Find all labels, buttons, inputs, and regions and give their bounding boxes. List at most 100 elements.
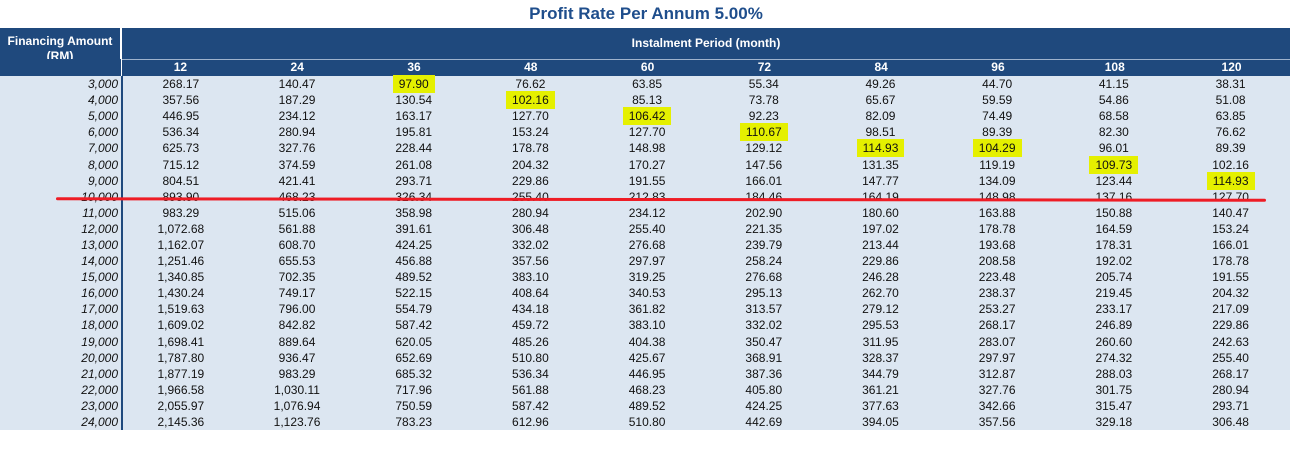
- instalment-cell: 119.19: [939, 156, 1056, 172]
- instalment-value: 685.32: [395, 366, 433, 381]
- instalment-cell: 170.27: [589, 156, 706, 172]
- table-row: 12,000 1,072.68 561.88 391.61 306.48 255.40 22…: [0, 220, 1289, 237]
- instalment-cell: 150.88: [1056, 205, 1173, 221]
- instalment-cell: 1,162.07: [122, 237, 239, 253]
- instalment-cell: 110.67: [705, 123, 822, 142]
- financing-amount-cell: 20,000: [0, 349, 123, 366]
- instalment-value: 332.02: [745, 318, 783, 333]
- instalment-value: 89.39: [1215, 141, 1246, 156]
- instalment-value: 49.26: [865, 77, 896, 92]
- instalment-value: 655.53: [278, 254, 316, 269]
- instalment-cell: 163.88: [939, 205, 1056, 221]
- instalment-cell: 1,877.19: [122, 366, 239, 382]
- instalment-value: 842.82: [278, 318, 316, 333]
- instalment-cell: 357.56: [122, 92, 239, 108]
- instalment-value: 213.44: [862, 237, 899, 252]
- instalment-value: 65.67: [865, 93, 896, 108]
- instalment-cell: 536.34: [472, 366, 589, 382]
- instalment-cell: 295.53: [822, 317, 939, 333]
- instalment-value: 192.02: [1095, 254, 1133, 269]
- instalment-value: 268.17: [162, 77, 200, 92]
- instalment-cell: 446.95: [589, 366, 706, 382]
- instalment-value: 1,787.80: [157, 350, 205, 365]
- instalment-value: 38.31: [1215, 77, 1246, 92]
- instalment-cell: 280.94: [1172, 382, 1289, 398]
- instalment-cell: 178.78: [472, 140, 589, 156]
- table-row: 11,000 983.29 515.06 358.98 280.94 234.12 202.…: [0, 204, 1289, 221]
- instalment-cell: 2,055.97: [122, 398, 239, 414]
- instalment-cell: 405.80: [705, 382, 822, 398]
- instalment-value: 82.09: [865, 109, 896, 124]
- instalment-value: 73.78: [748, 93, 779, 108]
- instalment-cell: 97.90: [355, 75, 472, 94]
- instalment-cell: 587.42: [472, 398, 589, 414]
- instalment-value: 424.25: [745, 398, 783, 413]
- instalment-cell: 268.17: [1172, 366, 1289, 382]
- table-row: 23,000 2,055.97 1,076.94 750.59 587.42 489.52…: [0, 397, 1289, 414]
- instalment-cell: 1,123.76: [239, 414, 356, 430]
- instalment-cell: 54.86: [1056, 92, 1173, 108]
- instalment-cell: 842.82: [239, 317, 356, 333]
- instalment-cell: 59.59: [939, 92, 1056, 108]
- instalment-cell: 608.70: [239, 237, 356, 253]
- instalment-cell: 109.73: [1056, 155, 1173, 174]
- instalment-cell: 98.51: [822, 124, 939, 140]
- instalment-cell: 340.53: [589, 285, 706, 301]
- instalment-value: 408.64: [512, 286, 549, 301]
- instalment-value: 383.10: [512, 270, 549, 285]
- instalment-value: 166.01: [745, 173, 783, 188]
- instalment-value: 425.67: [628, 350, 666, 365]
- instalment-value: 749.17: [278, 286, 316, 301]
- instalment-value: 2,145.36: [157, 415, 205, 430]
- instalment-cell: 301.75: [1056, 382, 1173, 398]
- instalment-value: 153.24: [1212, 221, 1249, 236]
- instalment-cell: 510.80: [589, 414, 706, 430]
- instalment-cell: 213.44: [822, 237, 939, 253]
- instalment-value: 295.53: [862, 318, 899, 333]
- highlighted-value: 109.73: [1089, 155, 1139, 174]
- instalment-value: 312.87: [978, 366, 1016, 381]
- instalment-value: 361.82: [628, 302, 666, 317]
- instalment-value: 1,162.07: [157, 237, 205, 252]
- instalment-value: 102.16: [1212, 157, 1249, 172]
- instalment-value: 184.46: [745, 189, 783, 204]
- instalment-value: 164.59: [1095, 221, 1133, 236]
- instalment-value: 260.60: [1095, 334, 1133, 349]
- instalment-cell: 510.80: [472, 350, 589, 366]
- instalment-value: 193.68: [978, 237, 1016, 252]
- instalment-cell: 685.32: [355, 366, 472, 382]
- instalment-cell: 219.45: [1056, 285, 1173, 301]
- table-row: 15,000 1,340.85 702.35 489.52 383.10 319.25 27…: [0, 269, 1289, 286]
- instalment-value: 387.36: [745, 366, 783, 381]
- instalment-value: 383.10: [628, 318, 666, 333]
- instalment-cell: 374.59: [239, 156, 356, 172]
- instalment-value: 242.63: [1212, 334, 1249, 349]
- instalment-cell: 104.29: [939, 139, 1056, 158]
- instalment-value: 311.95: [862, 334, 899, 349]
- instalment-cell: 328.37: [822, 350, 939, 366]
- instalment-cell: 268.17: [939, 317, 1056, 333]
- instalment-value: 796.00: [278, 302, 316, 317]
- instalment-value: 208.58: [978, 254, 1016, 269]
- table-row: 19,000 1,698.41 889.64 620.05 485.26 404.38 35…: [0, 333, 1289, 350]
- period-header-36: 36: [407, 60, 421, 74]
- instalment-cell: 147.56: [705, 156, 822, 172]
- instalment-cell: 195.81: [355, 124, 472, 140]
- instalment-cell: 89.39: [1172, 140, 1289, 156]
- instalment-cell: 536.34: [122, 124, 239, 140]
- instalment-value: 253.27: [978, 302, 1016, 317]
- instalment-cell: 652.69: [355, 350, 472, 366]
- instalment-cell: 262.70: [822, 285, 939, 301]
- instalment-value: 180.60: [862, 205, 899, 220]
- instalment-period-header: Instalment Period (month): [122, 28, 1290, 59]
- instalment-cell: 134.09: [939, 173, 1056, 189]
- instalment-value: 255.40: [1212, 350, 1249, 365]
- instalment-value: 983.29: [278, 366, 316, 381]
- instalment-value: 1,030.11: [274, 382, 320, 397]
- instalment-value: 715.12: [162, 157, 200, 172]
- instalment-value: 357.56: [978, 415, 1016, 430]
- instalment-cell: 1,609.02: [122, 317, 239, 333]
- instalment-value: 98.51: [865, 125, 896, 140]
- instalment-value: 2,055.97: [157, 398, 205, 413]
- instalment-cell: 191.55: [589, 173, 706, 189]
